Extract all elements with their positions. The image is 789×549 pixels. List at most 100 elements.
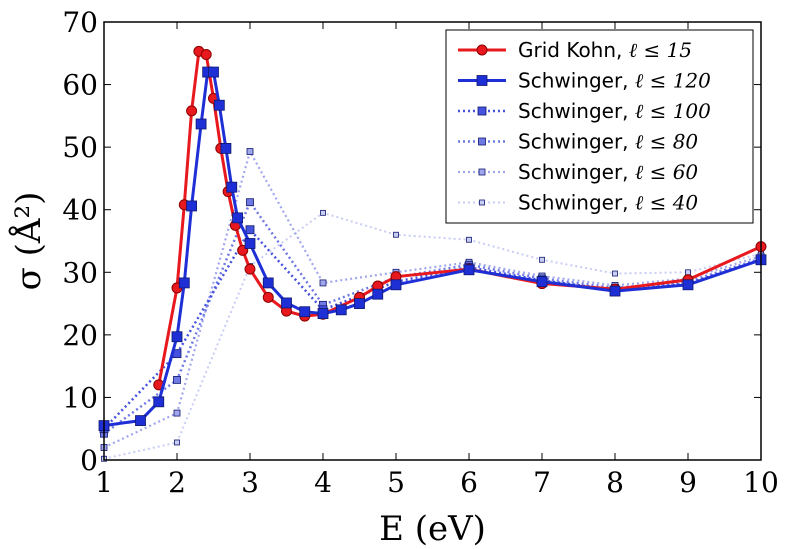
legend-label: Schwinger, ℓ ≤ 100 xyxy=(518,99,711,123)
data-point xyxy=(299,306,311,318)
legend-item: Schwinger, ℓ ≤ 40 xyxy=(458,191,698,215)
series-line xyxy=(103,148,762,449)
data-point xyxy=(245,225,255,235)
data-point xyxy=(612,270,618,277)
legend-marker xyxy=(478,168,486,176)
legend-marker xyxy=(477,106,487,116)
legend-label: Schwinger, ℓ ≤ 80 xyxy=(518,130,698,154)
x-axis-label: E (eV) xyxy=(379,509,486,549)
legend-label-main: Schwinger, xyxy=(518,99,635,123)
y-axis-label: σ (Å²) xyxy=(8,192,49,291)
y-tick-label: 30 xyxy=(62,256,98,289)
legend-label-cond: ℓ ≤ 80 xyxy=(635,130,699,154)
data-point xyxy=(213,99,225,111)
data-point xyxy=(135,415,146,426)
data-point xyxy=(319,279,327,287)
legend-item: Schwinger, ℓ ≤ 60 xyxy=(458,160,698,184)
data-point xyxy=(262,291,274,303)
legend-item: Schwinger, ℓ ≤ 100 xyxy=(458,99,711,123)
data-point xyxy=(226,181,238,193)
series-1 xyxy=(98,66,767,431)
legend-label-cond: ℓ ≤ 15 xyxy=(629,38,692,62)
data-point xyxy=(685,269,691,276)
data-point xyxy=(173,409,181,417)
data-point xyxy=(178,277,190,289)
data-point xyxy=(262,277,274,289)
data-point xyxy=(186,200,198,212)
data-point xyxy=(171,331,183,343)
data-point xyxy=(354,298,365,309)
data-point xyxy=(153,396,165,408)
legend-label: Grid Kohn, ℓ ≤ 15 xyxy=(518,38,692,62)
data-point xyxy=(335,304,347,316)
legend-item: Grid Kohn, ℓ ≤ 15 xyxy=(458,38,692,62)
data-point xyxy=(244,238,256,249)
legend-label-cond: ℓ ≤ 40 xyxy=(635,191,699,215)
y-tick-label: 50 xyxy=(62,131,98,164)
series-layer xyxy=(98,45,767,462)
y-tick-label: 20 xyxy=(62,319,98,352)
data-point xyxy=(220,142,232,154)
legend-box xyxy=(445,29,754,224)
legend-marker xyxy=(476,44,488,56)
legend-label-cond: ℓ ≤ 60 xyxy=(635,160,699,184)
y-tick-label: 40 xyxy=(62,194,98,227)
data-point xyxy=(186,105,198,117)
y-axis-label-text: σ (Å²) xyxy=(8,192,49,291)
x-tick-label: 1 xyxy=(95,466,113,499)
data-point xyxy=(609,285,621,297)
legend-item: Schwinger, ℓ ≤ 80 xyxy=(458,130,698,154)
data-point xyxy=(195,118,207,130)
legend-label-main: Schwinger, xyxy=(518,191,635,215)
x-tick-label: 8 xyxy=(606,466,624,499)
y-tick-label: 0 xyxy=(80,444,98,477)
legend-label-main: Grid Kohn, xyxy=(518,38,629,62)
series-3 xyxy=(100,198,765,438)
legend-label-cond: ℓ ≤ 120 xyxy=(635,69,711,93)
data-point xyxy=(466,236,472,243)
x-tick-label: 10 xyxy=(743,466,779,499)
legend-marker xyxy=(479,199,485,206)
data-point xyxy=(232,212,243,224)
legend-label-main: Schwinger, xyxy=(518,69,635,93)
data-point xyxy=(246,148,254,155)
legend-item: Schwinger, ℓ ≤ 120 xyxy=(458,69,711,93)
data-point xyxy=(173,376,181,384)
series-2 xyxy=(99,225,766,434)
data-point xyxy=(539,256,545,263)
series-line xyxy=(103,227,762,430)
x-tick-label: 9 xyxy=(679,466,697,499)
legend-label: Schwinger, ℓ ≤ 40 xyxy=(518,191,698,215)
x-tick-label: 4 xyxy=(314,466,332,499)
data-point xyxy=(393,231,399,238)
legend-label-main: Schwinger, xyxy=(518,130,635,154)
y-tick-label: 60 xyxy=(62,69,98,102)
data-point xyxy=(244,263,256,275)
data-point xyxy=(208,66,219,78)
data-point xyxy=(281,297,292,309)
legend-label-main: Schwinger, xyxy=(518,160,635,184)
data-point xyxy=(390,279,402,291)
data-point xyxy=(372,288,384,300)
plot-frame xyxy=(103,21,762,461)
x-tick-label: 2 xyxy=(168,466,186,499)
x-tick-label: 7 xyxy=(533,466,551,499)
legend-label: Schwinger, ℓ ≤ 60 xyxy=(518,160,698,184)
y-tick-label: 70 xyxy=(62,6,98,39)
data-point xyxy=(320,209,326,216)
legend-label-cond: ℓ ≤ 100 xyxy=(635,99,711,123)
x-tick-label: 5 xyxy=(387,466,405,499)
series-line xyxy=(103,199,762,435)
x-tick-label: 3 xyxy=(241,466,259,499)
series-line xyxy=(103,211,762,460)
data-point xyxy=(174,439,180,446)
data-point xyxy=(317,308,329,319)
data-point xyxy=(200,49,212,61)
legend-label: Schwinger, ℓ ≤ 120 xyxy=(518,69,711,93)
data-point xyxy=(536,276,548,288)
data-point xyxy=(682,279,694,291)
legend-marker xyxy=(478,137,486,146)
data-point xyxy=(463,264,475,276)
